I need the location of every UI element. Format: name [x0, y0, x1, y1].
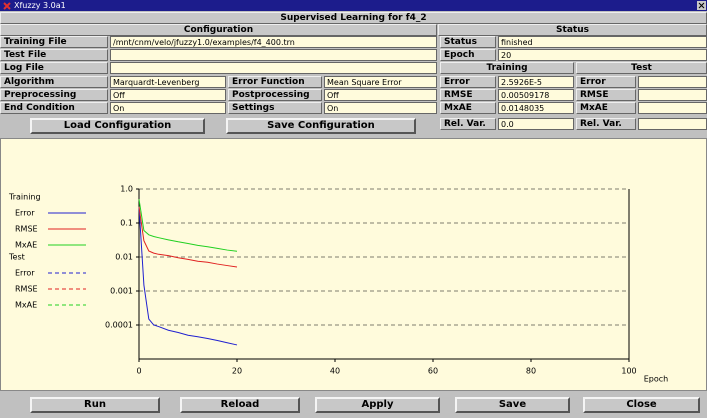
legend-title: Test — [8, 253, 25, 262]
legend-label: RMSE — [15, 285, 38, 294]
training-metric: 2.5926E-5 — [498, 76, 574, 88]
x-tick-label: 0 — [136, 367, 141, 376]
metric-label: Error — [576, 76, 636, 88]
series-line — [138, 199, 238, 252]
training-metric: 0.0148035 — [498, 102, 574, 114]
config-button[interactable]: Save Configuration — [226, 118, 416, 134]
legend-label: Error — [15, 269, 35, 278]
legend-label: MxAE — [15, 241, 37, 250]
y-tick-label: 1.0 — [120, 185, 133, 194]
y-tick-label: 0.0001 — [105, 321, 133, 330]
y-tick-label: 0.01 — [115, 253, 133, 262]
x-tick-label: 20 — [232, 367, 242, 376]
x-tick-label: 80 — [526, 367, 536, 376]
series-line — [138, 206, 238, 346]
action-button[interactable]: Apply — [315, 397, 440, 413]
test-metric — [638, 118, 707, 130]
test-title: Test — [576, 62, 707, 74]
test-metric — [638, 89, 707, 101]
y-tick-label: 0.001 — [110, 287, 133, 296]
field-value[interactable] — [110, 62, 437, 74]
x-tick-label: 60 — [428, 367, 438, 376]
action-button[interactable]: Run — [30, 397, 160, 413]
status-title: Status — [438, 24, 707, 36]
field-value[interactable]: Marquardt-Levenberg — [110, 76, 226, 88]
series-line — [138, 206, 238, 268]
title-bar: Xfuzzy 3.0a1 — [0, 0, 707, 11]
status-value: finished — [498, 36, 707, 48]
metric-label: Rel. Var. — [440, 118, 496, 130]
legend-label: Error — [15, 209, 35, 218]
header: Supervised Learning for f4_2 — [0, 12, 707, 24]
field-value[interactable] — [110, 49, 437, 61]
training-metric: 0.00509178 — [498, 89, 574, 101]
test-metric — [638, 102, 707, 114]
field-label: End Condition — [0, 102, 108, 114]
field-label: Algorithm — [0, 76, 108, 88]
x-tick-label: 40 — [330, 367, 340, 376]
training-title: Training — [440, 62, 574, 74]
status-label: Status — [440, 36, 496, 48]
legend-label: MxAE — [15, 301, 37, 310]
config-button[interactable]: Load Configuration — [30, 118, 205, 134]
action-button[interactable]: Reload — [180, 397, 300, 413]
config-title: Configuration — [0, 24, 437, 36]
field-label: Error Function — [228, 76, 322, 88]
close-window[interactable] — [697, 1, 706, 10]
metric-label: RMSE — [576, 89, 636, 101]
x-tick-label: 100 — [621, 367, 636, 376]
x-axis-label: Epoch — [644, 375, 669, 384]
field-label: Training File — [0, 36, 108, 48]
window-title: Xfuzzy 3.0a1 — [14, 1, 66, 10]
field-value[interactable]: Off — [110, 89, 226, 101]
metric-label: MxAE — [576, 102, 636, 114]
field-value[interactable]: Mean Square Error — [324, 76, 437, 88]
app-icon — [3, 2, 11, 10]
metric-label: Error — [440, 76, 496, 88]
test-metric — [638, 76, 707, 88]
action-button[interactable]: Close — [583, 397, 700, 413]
field-label: Postprocessing — [228, 89, 322, 101]
epoch-label: Epoch — [440, 49, 496, 61]
metric-label: RMSE — [440, 89, 496, 101]
field-value[interactable]: On — [110, 102, 226, 114]
field-label: Test File — [0, 49, 108, 61]
epoch-value: 20 — [498, 49, 707, 61]
metric-label: MxAE — [440, 102, 496, 114]
field-label: Settings — [228, 102, 322, 114]
field-label: Preprocessing — [0, 89, 108, 101]
legend-title: Training — [8, 193, 41, 202]
legend-label: RMSE — [15, 225, 38, 234]
training-metric: 0.0 — [498, 118, 574, 130]
y-tick-label: 0.1 — [120, 219, 133, 228]
plot-panel: 1.0 0.1 0.01 0.001 0.0001 0 20 40 60 80 100 Epoch Tr… — [0, 138, 707, 391]
field-value[interactable]: Off — [324, 89, 437, 101]
field-label: Log File — [0, 62, 108, 74]
action-button[interactable]: Save — [455, 397, 570, 413]
field-value[interactable]: On — [324, 102, 437, 114]
field-value[interactable]: /mnt/cnm/velo/jfuzzy1.0/examples/f4_400.… — [110, 36, 437, 48]
metric-label: Rel. Var. — [576, 118, 636, 130]
